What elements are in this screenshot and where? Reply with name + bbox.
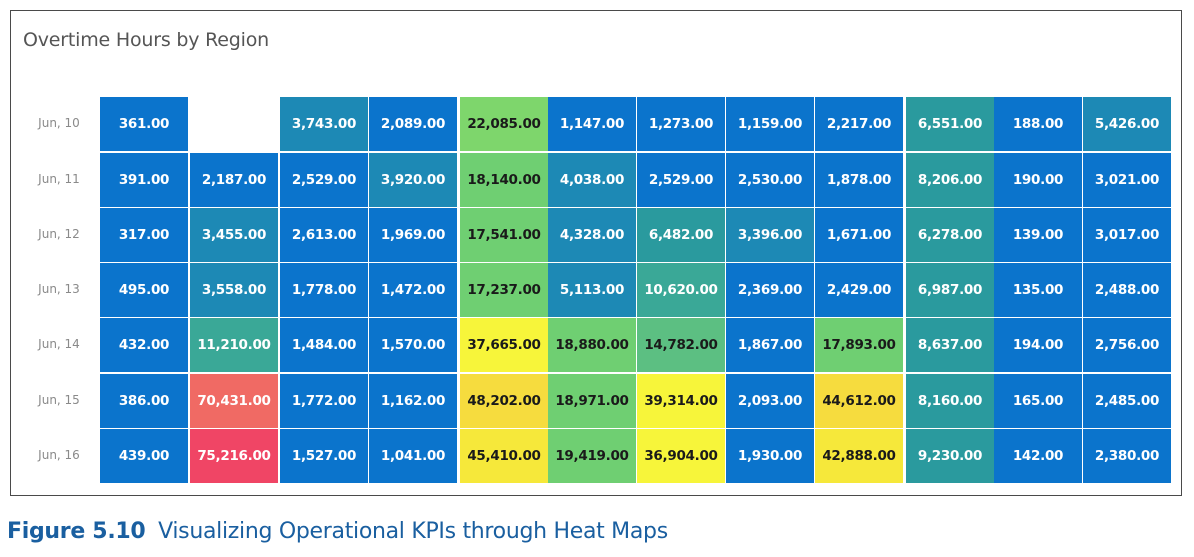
heatmap-cell[interactable]: 2,093.00 bbox=[726, 374, 814, 428]
heatmap-cell[interactable]: 19,419.00 bbox=[548, 429, 636, 483]
row-label: Jun, 12 bbox=[38, 227, 80, 241]
heatmap-cell[interactable]: 165.00 bbox=[994, 374, 1082, 428]
row-label: Jun, 14 bbox=[38, 337, 80, 351]
heatmap-cell[interactable]: 9,230.00 bbox=[906, 429, 994, 483]
heatmap-cell[interactable]: 495.00 bbox=[100, 263, 188, 317]
row-label: Jun, 13 bbox=[38, 282, 80, 296]
heatmap-cell[interactable]: 2,380.00 bbox=[1083, 429, 1171, 483]
heatmap-cell[interactable]: 1,147.00 bbox=[548, 97, 636, 151]
heatmap-cell[interactable]: 1,778.00 bbox=[280, 263, 368, 317]
row-label: Jun, 11 bbox=[38, 172, 80, 186]
heatmap-cell[interactable]: 1,273.00 bbox=[637, 97, 725, 151]
heatmap-cell[interactable]: 14,782.00 bbox=[637, 318, 725, 372]
heatmap-cell[interactable]: 2,429.00 bbox=[815, 263, 903, 317]
heatmap-cell[interactable]: 1,878.00 bbox=[815, 153, 903, 207]
heatmap-cell[interactable]: 1,867.00 bbox=[726, 318, 814, 372]
heatmap-cell[interactable]: 2,488.00 bbox=[1083, 263, 1171, 317]
heatmap-cell[interactable]: 1,041.00 bbox=[369, 429, 457, 483]
row-label: Jun, 15 bbox=[38, 393, 80, 407]
heatmap-cell[interactable]: 2,089.00 bbox=[369, 97, 457, 151]
heatmap-cell[interactable]: 2,530.00 bbox=[726, 153, 814, 207]
heatmap-cell[interactable]: 439.00 bbox=[100, 429, 188, 483]
heatmap-cell[interactable]: 75,216.00 bbox=[190, 429, 278, 483]
heatmap-cell[interactable]: 142.00 bbox=[994, 429, 1082, 483]
heatmap-cell[interactable]: 139.00 bbox=[994, 208, 1082, 262]
heatmap-cell[interactable]: 135.00 bbox=[994, 263, 1082, 317]
heatmap-cell[interactable]: 17,541.00 bbox=[460, 208, 548, 262]
heatmap-cell[interactable]: 5,426.00 bbox=[1083, 97, 1171, 151]
heatmap-cell[interactable]: 2,217.00 bbox=[815, 97, 903, 151]
heatmap-cell[interactable]: 386.00 bbox=[100, 374, 188, 428]
heatmap-cell[interactable]: 6,278.00 bbox=[906, 208, 994, 262]
heatmap-cell[interactable]: 8,206.00 bbox=[906, 153, 994, 207]
heatmap-cell[interactable]: 3,920.00 bbox=[369, 153, 457, 207]
heatmap-cell[interactable]: 2,529.00 bbox=[280, 153, 368, 207]
heatmap-cell[interactable]: 48,202.00 bbox=[460, 374, 548, 428]
heatmap-cell[interactable]: 3,743.00 bbox=[280, 97, 368, 151]
heatmap-cell[interactable]: 5,113.00 bbox=[548, 263, 636, 317]
heatmap-cell[interactable]: 22,085.00 bbox=[460, 97, 548, 151]
heatmap-cell[interactable]: 1,484.00 bbox=[280, 318, 368, 372]
heatmap-cell[interactable]: 70,431.00 bbox=[190, 374, 278, 428]
heatmap-cell[interactable]: 6,482.00 bbox=[637, 208, 725, 262]
heatmap-cell[interactable]: 2,613.00 bbox=[280, 208, 368, 262]
heatmap-cell[interactable]: 2,187.00 bbox=[190, 153, 278, 207]
heatmap-cell[interactable]: 2,369.00 bbox=[726, 263, 814, 317]
heatmap-cell[interactable]: 6,551.00 bbox=[906, 97, 994, 151]
heatmap-cell[interactable]: 1,159.00 bbox=[726, 97, 814, 151]
heatmap-cell[interactable]: 3,021.00 bbox=[1083, 153, 1171, 207]
heatmap-card: Overtime Hours by Region Jun, 10 361.00 3,… bbox=[10, 10, 1182, 496]
heatmap-cell[interactable]: 1,472.00 bbox=[369, 263, 457, 317]
heatmap-cell[interactable]: 6,987.00 bbox=[906, 263, 994, 317]
figure-caption: Figure 5.10 Visualizing Operational KPIs… bbox=[7, 519, 668, 544]
heatmap-cell[interactable]: 2,529.00 bbox=[637, 153, 725, 207]
heatmap-cell[interactable]: 45,410.00 bbox=[460, 429, 548, 483]
figure-caption-text: Visualizing Operational KPIs through Hea… bbox=[158, 519, 668, 544]
heatmap-cell[interactable]: 39,314.00 bbox=[637, 374, 725, 428]
heatmap-cell[interactable]: 4,328.00 bbox=[548, 208, 636, 262]
heatmap-cell[interactable]: 1,570.00 bbox=[369, 318, 457, 372]
heatmap-cell[interactable]: 432.00 bbox=[100, 318, 188, 372]
heatmap-cell[interactable]: 188.00 bbox=[994, 97, 1082, 151]
heatmap-cell[interactable]: 1,671.00 bbox=[815, 208, 903, 262]
heatmap-cell[interactable]: 18,880.00 bbox=[548, 318, 636, 372]
heatmap-cell[interactable]: 1,527.00 bbox=[280, 429, 368, 483]
heatmap-cell[interactable]: 3,396.00 bbox=[726, 208, 814, 262]
heatmap-cell[interactable]: 8,160.00 bbox=[906, 374, 994, 428]
heatmap-cell[interactable]: 317.00 bbox=[100, 208, 188, 262]
heatmap-cell[interactable]: 391.00 bbox=[100, 153, 188, 207]
heatmap-cell[interactable]: 2,485.00 bbox=[1083, 374, 1171, 428]
heatmap-cell[interactable]: 1,930.00 bbox=[726, 429, 814, 483]
heatmap-cell[interactable] bbox=[190, 97, 278, 151]
heatmap-cell[interactable]: 4,038.00 bbox=[548, 153, 636, 207]
heatmap-cell[interactable]: 17,893.00 bbox=[815, 318, 903, 372]
heatmap-cell[interactable]: 1,969.00 bbox=[369, 208, 457, 262]
heatmap-cell[interactable]: 1,772.00 bbox=[280, 374, 368, 428]
heatmap-cell[interactable]: 18,140.00 bbox=[460, 153, 548, 207]
heatmap-cell[interactable]: 44,612.00 bbox=[815, 374, 903, 428]
figure-label: Figure 5.10 bbox=[7, 519, 146, 544]
row-label: Jun, 16 bbox=[38, 448, 80, 462]
heatmap-cell[interactable]: 18,971.00 bbox=[548, 374, 636, 428]
heatmap-cell[interactable]: 3,017.00 bbox=[1083, 208, 1171, 262]
heatmap-cell[interactable]: 190.00 bbox=[994, 153, 1082, 207]
heatmap-cell[interactable]: 361.00 bbox=[100, 97, 188, 151]
heatmap-cell[interactable]: 2,756.00 bbox=[1083, 318, 1171, 372]
heatmap-cell[interactable]: 8,637.00 bbox=[906, 318, 994, 372]
heatmap-cell[interactable]: 3,558.00 bbox=[190, 263, 278, 317]
heatmap-cell[interactable]: 194.00 bbox=[994, 318, 1082, 372]
chart-title: Overtime Hours by Region bbox=[23, 29, 269, 51]
heatmap-cell[interactable]: 17,237.00 bbox=[460, 263, 548, 317]
heatmap-cell[interactable]: 3,455.00 bbox=[190, 208, 278, 262]
heatmap-cell[interactable]: 1,162.00 bbox=[369, 374, 457, 428]
heatmap-cell[interactable]: 42,888.00 bbox=[815, 429, 903, 483]
heatmap-cell[interactable]: 11,210.00 bbox=[190, 318, 278, 372]
row-label: Jun, 10 bbox=[38, 116, 80, 130]
heatmap-cell[interactable]: 36,904.00 bbox=[637, 429, 725, 483]
heatmap-cell[interactable]: 10,620.00 bbox=[637, 263, 725, 317]
heatmap-cell[interactable]: 37,665.00 bbox=[460, 318, 548, 372]
